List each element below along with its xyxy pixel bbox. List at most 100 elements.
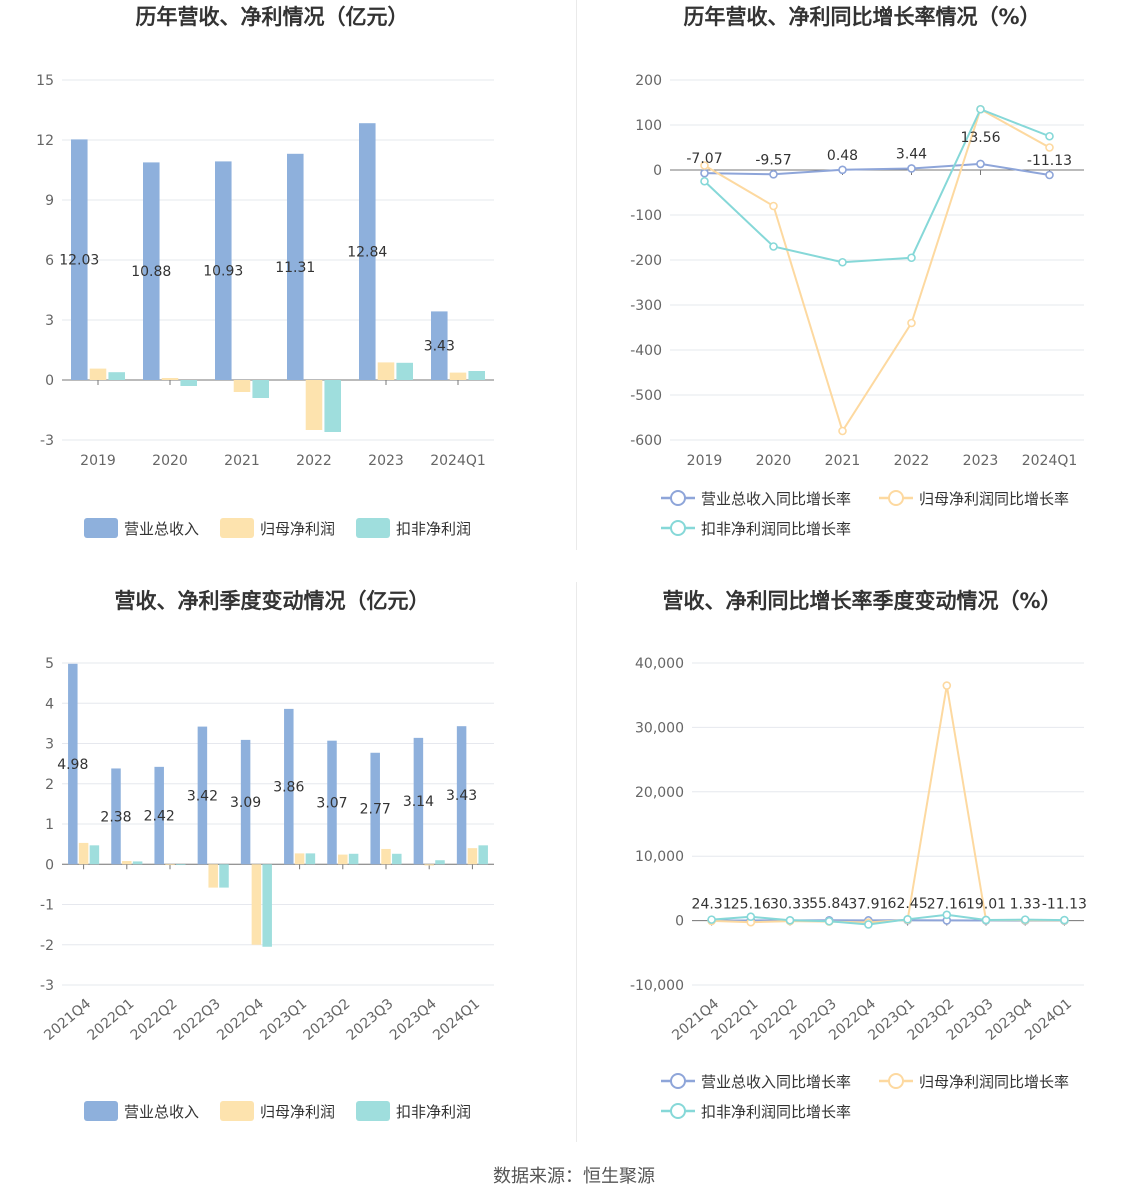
data-point [700,168,709,178]
legend-label: 归母净利润同比增长率 [919,490,1069,508]
bar-deducted-profit [478,845,488,865]
y-tick-label: 5 [45,656,54,672]
data-label: 0.48 [827,148,858,164]
y-tick-label: -500 [630,388,662,404]
x-tick-label: 2024Q1 [1022,453,1078,469]
data-label: 12.03 [59,253,99,269]
bar-net-profit [122,861,132,865]
y-tick-label: 40,000 [635,656,684,672]
bar-deducted-profit [89,845,100,865]
bar-net-profit [208,864,218,888]
data-label: -11.13 [1042,897,1087,913]
y-tick-label: -600 [630,433,662,449]
bar-net-profit [467,848,478,865]
y-tick-label: -3 [40,978,54,994]
x-tick-label: 2023 [368,453,404,469]
data-label: 2.77 [360,802,391,818]
bar-revenue [68,663,78,865]
data-label: 2.42 [144,809,175,825]
y-tick-label: 10,000 [635,849,684,865]
chart-title: 营收、净利同比增长率季度变动情况（%） [662,589,1061,613]
data-label: -9.57 [755,152,791,168]
x-tick-label: 2022 [894,453,930,469]
legend-label: 扣非净利润同比增长率 [701,1103,851,1121]
legend-marker [670,520,686,536]
quarterly-growth-rate-chart: 营收、净利同比增长率季度变动情况（%） -10,000 0 10,000 20,000 3… [630,589,1087,1121]
bar-revenue [215,161,232,380]
data-label: 3.86 [273,780,304,796]
x-tick-label: 2023Q2 [301,996,354,1044]
bar-deducted-profit [435,860,445,865]
bar-revenue [154,766,164,865]
bar-deducted-profit [108,372,125,380]
bar-net-profit [233,380,251,392]
y-tick-label: 9 [45,193,54,209]
chart-title: 营收、净利季度变动情况（亿元） [115,589,430,613]
data-point [769,201,778,211]
legend-label: 扣非净利润同比增长率 [701,520,851,538]
bar-net-profit [165,864,175,866]
data-point [769,170,778,179]
series-line [711,913,1065,926]
x-tick-label: 2020 [152,453,188,469]
data-label: 1.33 [1010,897,1041,913]
x-tick-label: 2024Q1 [430,996,483,1044]
chart-title: 历年营收、净利同比增长率情况（%） [683,5,1040,29]
x-tick-label: 2020 [756,453,792,469]
bar-revenue [284,708,294,865]
legend-label: 扣非净利润 [396,520,471,538]
data-label: 13.56 [960,130,1000,146]
data-point [864,920,873,929]
bar-net-profit [424,864,434,866]
legend-swatch [84,1101,118,1121]
data-point [907,253,916,263]
data-point [700,161,709,170]
y-tick-label: 100 [635,118,662,134]
y-tick-label: 200 [635,73,662,89]
y-tick-label: 1 [45,817,54,833]
y-tick-label: 3 [45,737,54,753]
y-tick-label: -300 [630,298,662,314]
legend-label: 归母净利润同比增长率 [919,1073,1069,1091]
data-point [746,912,756,922]
bar-net-profit [305,380,323,430]
data-point [1045,143,1054,152]
bar-net-profit [294,853,305,865]
x-tick-label: 2021 [224,453,260,469]
data-label: 19.01 [966,896,1006,912]
data-label: 3.43 [424,339,455,355]
bar-revenue [431,311,448,380]
data-label: 3.42 [187,788,218,804]
legend-label: 营业总收入同比增长率 [701,1073,851,1091]
y-tick-label: -400 [630,343,662,359]
y-tick-label: 3 [45,313,54,329]
series-line [703,107,1050,434]
bar-revenue [71,139,88,380]
bar-revenue [111,768,121,865]
data-label: 10.93 [203,264,243,280]
data-point [942,910,952,920]
data-point [903,915,912,924]
data-point [1060,915,1069,925]
legend-marker [888,1073,904,1089]
x-tick-label: 2024Q1 [430,453,486,469]
y-tick-label: 0 [45,373,54,389]
data-label: -7.07 [686,151,722,167]
legend-label: 扣非净利润 [396,1103,471,1121]
data-point [907,318,916,328]
bar-revenue [143,162,160,380]
y-tick-label: -3 [40,433,54,449]
x-tick-label: 2022 [296,453,332,469]
data-point [700,176,709,186]
data-label: 62.45 [888,896,928,912]
data-label: 11.31 [275,260,315,276]
data-point [1045,131,1054,141]
legend-swatch [356,1101,390,1121]
legend-label: 营业总收入同比增长率 [701,490,851,508]
data-label: 4.98 [57,757,88,773]
bar-deducted-profit [219,864,229,888]
bar-revenue [370,752,380,865]
bar-deducted-profit [180,380,197,386]
x-tick-label: 2022Q1 [85,996,138,1044]
x-tick-label: 2019 [687,453,723,469]
